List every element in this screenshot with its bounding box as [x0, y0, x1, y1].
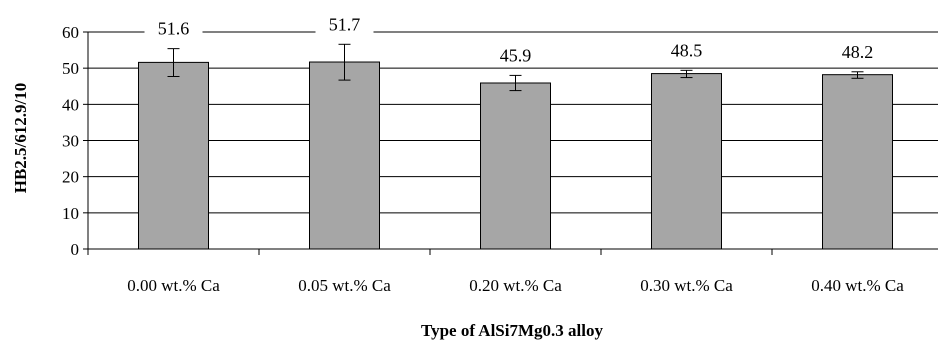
- bar: [138, 61, 209, 250]
- y-tick-label: 20: [62, 168, 79, 187]
- data-label-background: [144, 17, 203, 40]
- data-labels: 51.6 51.7 45.9 48.5 48.2: [144, 13, 887, 67]
- x-axis-title: Type of AlSi7Mg0.3 alloy: [421, 321, 603, 340]
- bar: [651, 73, 722, 250]
- bars: [138, 43, 893, 250]
- axes: 0 10 20 30 40 50 60 0.00 wt.% Ca 0.05 wt.% Ca 0.2…: [62, 23, 938, 295]
- y-tick-label: 40: [62, 95, 79, 114]
- data-label: 48.2: [842, 42, 874, 62]
- y-tick-label: 10: [62, 204, 79, 223]
- y-tick-label: 0: [71, 240, 80, 259]
- x-tick-label: 0.20 wt.% Ca: [469, 276, 562, 295]
- y-tick-label: 50: [62, 59, 79, 78]
- data-label-background: [657, 39, 716, 62]
- y-axis-title: HB2.5/612.9/10: [11, 83, 30, 194]
- data-label: 45.9: [500, 45, 532, 65]
- data-label-background: [828, 40, 887, 63]
- data-label: 51.6: [158, 19, 190, 39]
- y-tick-label: 30: [62, 132, 79, 151]
- y-tick-label: 60: [62, 23, 79, 42]
- x-tick-label: 0.05 wt.% Ca: [298, 276, 391, 295]
- bar: [822, 74, 893, 250]
- bar: [309, 61, 380, 250]
- bar: [480, 82, 551, 250]
- data-label-background: [315, 13, 374, 36]
- x-tick-label: 0.40 wt.% Ca: [811, 276, 904, 295]
- x-tick-label: 0.30 wt.% Ca: [640, 276, 733, 295]
- data-label: 48.5: [671, 40, 703, 60]
- data-label-background: [486, 44, 545, 67]
- x-tick-label: 0.00 wt.% Ca: [127, 276, 220, 295]
- data-label: 51.7: [329, 14, 361, 34]
